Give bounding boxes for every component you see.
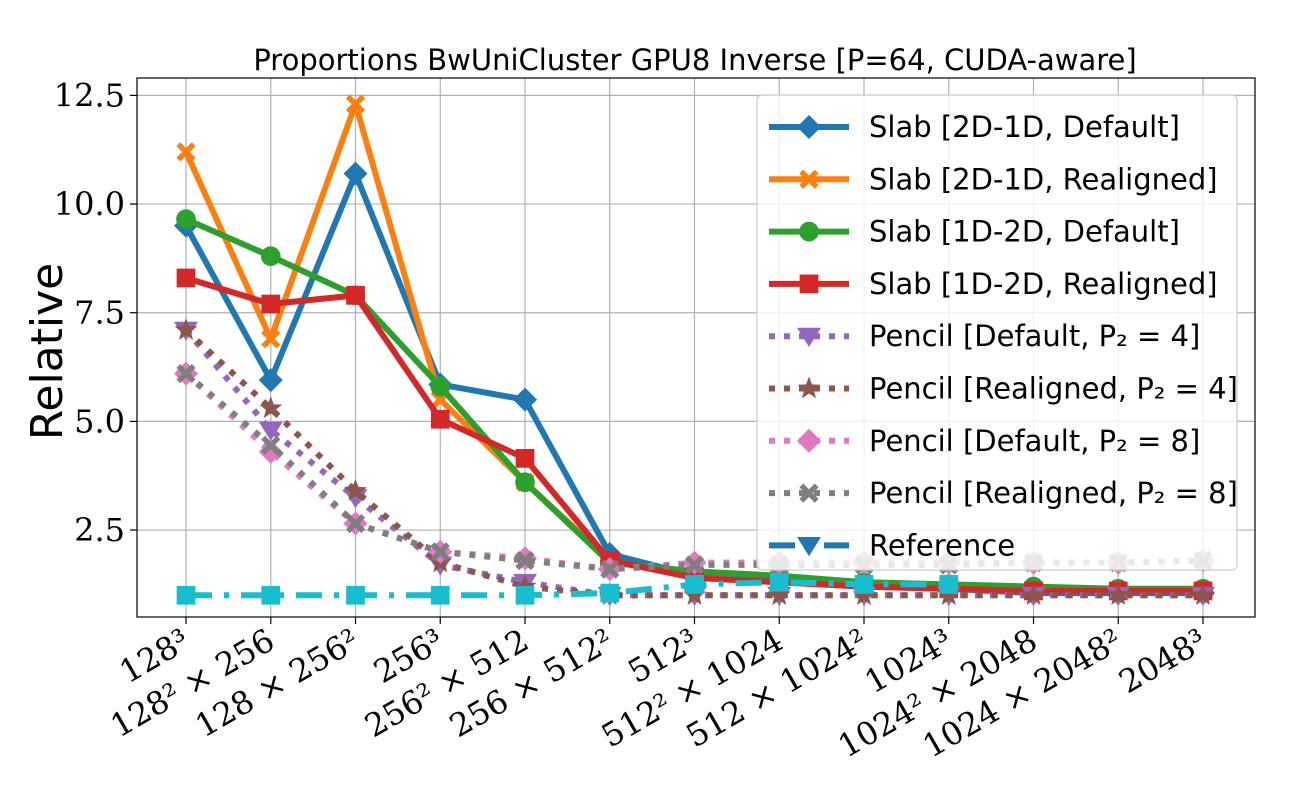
data-point: [176, 363, 196, 384]
legend-marker: [797, 115, 821, 139]
data-point: [176, 585, 196, 605]
plot-frame: [136, 77, 1256, 618]
legend-label: Slab [2D-1D, Default]: [869, 110, 1180, 144]
data-point: [683, 583, 706, 605]
legend-label: Pencil [Realigned, P₂ = 8]: [869, 476, 1238, 510]
data-point: [430, 542, 450, 562]
legend-label: Slab [1D-2D, Default]: [869, 215, 1180, 249]
legend-label: Pencil [Realigned, P₂ = 4]: [869, 372, 1238, 406]
legend-box: [756, 94, 1238, 571]
y-tick-label: 2.5: [74, 511, 125, 549]
legend-marker: [797, 537, 821, 557]
data-point: [259, 396, 283, 419]
data-point: [1191, 583, 1215, 605]
data-point: [430, 409, 450, 429]
data-point: [344, 478, 367, 501]
legend-marker: [797, 428, 821, 453]
data-point: [345, 94, 366, 114]
data-point: [258, 421, 283, 441]
legend-item: Pencil [Default, P₂ = 8]: [769, 424, 1200, 458]
data-point: [513, 574, 537, 597]
y-tick-label: 5.0: [74, 402, 125, 440]
legend-item: Slab [2D-1D, Realigned]: [769, 162, 1218, 196]
legend-label: Slab [2D-1D, Realigned]: [869, 162, 1218, 196]
legend-item: Slab [1D-2D, Realigned]: [769, 267, 1218, 301]
chart-title: Proportions BwUniCluster GPU8 Inverse [P…: [253, 43, 1136, 77]
data-point: [937, 583, 961, 605]
data-point: [939, 575, 959, 594]
data-point: [430, 376, 451, 397]
legend-marker: [799, 483, 819, 503]
data-point: [515, 472, 535, 493]
legend-label: Slab [1D-2D, Realigned]: [869, 267, 1218, 301]
y-tick-label: 12.5: [54, 76, 125, 114]
data-point: [600, 559, 620, 579]
data-point: [174, 318, 198, 340]
legend-label: Pencil [Default, P₂ = 4]: [869, 319, 1200, 353]
legend-item: Reference: [769, 528, 1015, 562]
series-9: [176, 572, 959, 605]
data-point: [176, 268, 196, 288]
data-point: [258, 439, 283, 464]
legend-item: Pencil [Realigned, P₂ = 4]: [769, 372, 1238, 406]
data-point: [345, 513, 366, 534]
data-point: [346, 585, 365, 605]
legend-item: Slab [1D-2D, Default]: [769, 215, 1180, 249]
x-tick-label: 2048³: [1112, 621, 1213, 701]
y-axis-label: Relative: [22, 263, 73, 440]
data-point: [515, 585, 535, 605]
legend-label: Reference: [869, 528, 1015, 562]
y-axis: 2.5 5.0 7.5 10.0 12.5: [54, 76, 137, 549]
legend: Slab [2D-1D, Default] Slab [2D-1D, Realig…: [756, 94, 1238, 571]
data-point: [343, 161, 368, 186]
data-point: [600, 583, 620, 603]
data-point: [515, 550, 535, 571]
legend-marker: [797, 327, 821, 347]
data-point: [261, 329, 281, 349]
data-point: [261, 585, 281, 605]
legend-marker: [799, 221, 819, 242]
data-point: [260, 246, 281, 267]
legend-marker: [799, 274, 819, 294]
y-tick-label: 10.0: [54, 185, 125, 223]
data-point: [176, 209, 196, 230]
data-point: [513, 387, 537, 412]
data-point: [176, 142, 196, 162]
data-point: [515, 448, 535, 468]
data-point: [767, 583, 791, 605]
series-line: [186, 579, 949, 599]
legend-item: Pencil [Default, P₂ = 4]: [769, 319, 1200, 353]
data-point: [684, 555, 705, 575]
y-tick-label: 7.5: [74, 294, 125, 332]
data-point: [852, 583, 876, 605]
data-point: [430, 585, 450, 605]
data-point: [854, 575, 874, 594]
data-point: [258, 368, 283, 393]
data-point: [1106, 583, 1130, 605]
data-point: [1022, 583, 1045, 605]
legend-marker: [799, 169, 819, 189]
legend-item: Pencil [Realigned, P₂ = 8]: [769, 476, 1238, 510]
data-point: [685, 575, 704, 594]
data-point: [261, 294, 281, 314]
data-point: [261, 435, 281, 455]
legend-marker: [797, 376, 821, 399]
legend-label: Pencil [Default, P₂ = 8]: [869, 424, 1200, 458]
legend-item: Slab [2D-1D, Default]: [769, 110, 1180, 144]
data-point: [769, 572, 789, 592]
data-point: [346, 285, 365, 305]
